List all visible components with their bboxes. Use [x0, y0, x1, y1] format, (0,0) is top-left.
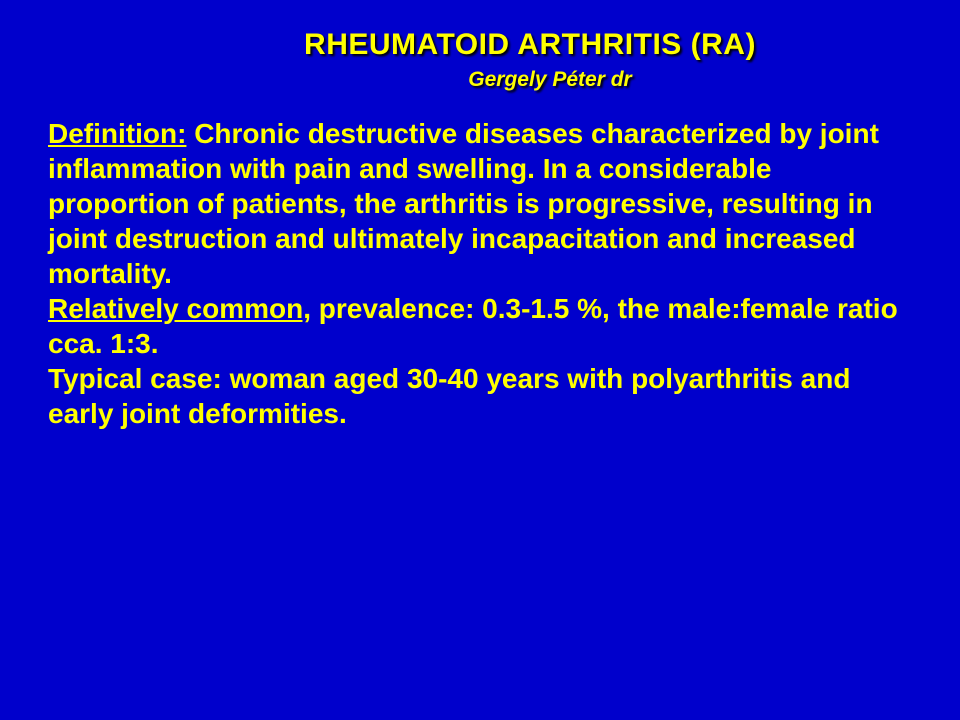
typical-case-text: Typical case: woman aged 30-40 years wit… — [48, 363, 850, 429]
definition-heading: Definition: — [48, 118, 186, 149]
title-container: RHEUMATOID ARTHRITIS (RA) — [48, 28, 912, 62]
slide-title: RHEUMATOID ARTHRITIS (RA) — [304, 28, 756, 62]
slide-body: Definition: Chronic destructive diseases… — [48, 116, 912, 431]
common-heading: Relatively common, — [48, 293, 311, 324]
slide-author: Gergely Péter dr — [468, 68, 631, 92]
author-container: Gergely Péter dr — [48, 68, 912, 92]
slide: RHEUMATOID ARTHRITIS (RA) Gergely Péter … — [0, 0, 960, 720]
